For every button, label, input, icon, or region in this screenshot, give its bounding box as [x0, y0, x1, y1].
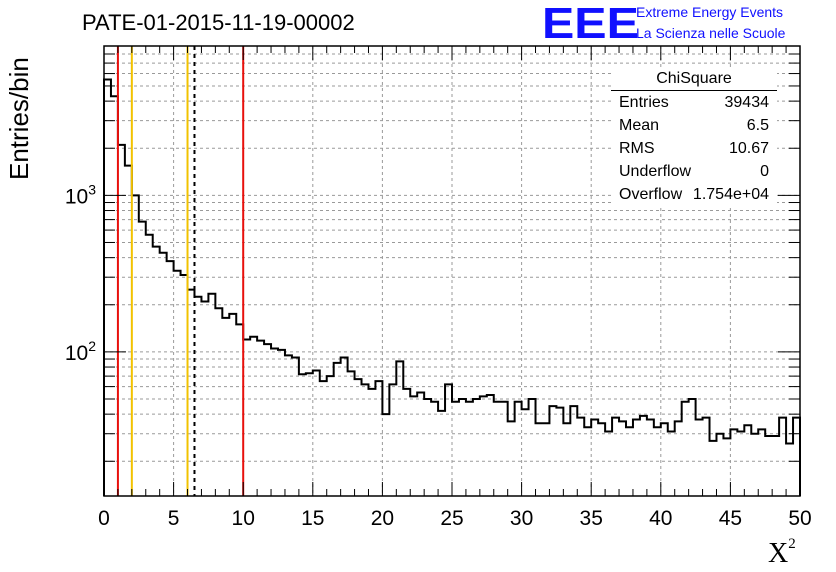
stats-key: Underflow — [619, 163, 692, 180]
stats-value: 39434 — [724, 94, 770, 111]
stats-row: Overflow 1.754e+04 — [611, 183, 777, 206]
stats-box: ChiSquare Entries 39434 Mean 6.5 RMS 10.67 … — [611, 68, 777, 208]
x-tick-label: 5 — [168, 507, 180, 530]
x-tick-label: 45 — [719, 507, 742, 530]
logo-tagline-2: La Scienza nelle Scuole — [636, 25, 786, 41]
y-tick-label: 103 — [65, 181, 96, 208]
x-tick-label: 25 — [440, 507, 463, 530]
stats-row: Underflow 0 — [611, 160, 777, 183]
logo-tagline-1: Extreme Energy Events — [636, 4, 784, 20]
stats-key: RMS — [619, 140, 655, 157]
x-tick-label: 40 — [649, 507, 672, 530]
y-axis-label: Entries/bin — [4, 57, 34, 180]
eee-logo: EEE — [542, 0, 639, 48]
x-tick-label: 20 — [371, 507, 394, 530]
stats-value: 1.754e+04 — [692, 186, 769, 203]
stats-row: Mean 6.5 — [611, 114, 777, 137]
stats-value: 10.67 — [728, 140, 769, 157]
stats-value: 0 — [760, 163, 769, 180]
stats-key: Overflow — [619, 186, 683, 203]
x-tick-label: 0 — [98, 507, 110, 530]
stats-row: Entries 39434 — [611, 91, 777, 114]
x-tick-label: 10 — [232, 507, 255, 530]
plot-title: PATE-01-2015-11-19-00002 — [82, 10, 355, 35]
stats-name: ChiSquare — [611, 68, 777, 91]
stats-key: Entries — [619, 94, 669, 111]
x-tick-label: 35 — [580, 507, 603, 530]
stats-key: Mean — [619, 117, 660, 134]
x-axis-label: X2 — [768, 535, 796, 569]
x-tick-label: 15 — [301, 507, 324, 530]
stats-value: 6.5 — [746, 117, 769, 134]
x-tick-label: 30 — [510, 507, 533, 530]
stats-row: RMS 10.67 — [611, 137, 777, 160]
histogram-bins — [103, 78, 801, 496]
x-tick-label: 50 — [788, 507, 811, 530]
y-tick-label: 102 — [65, 338, 96, 365]
